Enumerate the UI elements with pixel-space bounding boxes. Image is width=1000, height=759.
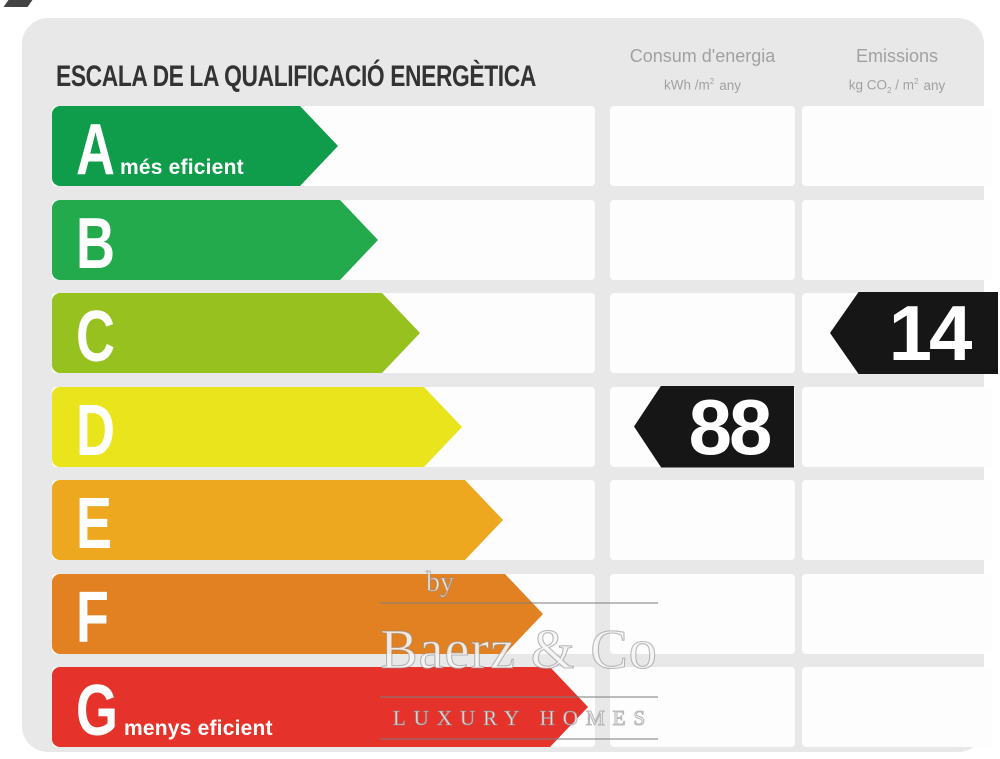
- emissions-cell: [802, 386, 992, 467]
- rating-row: G menys eficient: [22, 667, 1000, 751]
- unit-superscript: 2: [709, 77, 715, 86]
- rating-arrow-F: F: [52, 573, 543, 658]
- rating-note: més eficient: [120, 156, 244, 179]
- rating-arrow-A: A més eficient: [52, 106, 338, 190]
- rating-arrow-G: G menys eficient: [52, 667, 588, 751]
- rating-letter: D: [76, 390, 115, 471]
- rating-letter: E: [76, 484, 113, 564]
- unit-text: any: [923, 77, 946, 93]
- unit-text: kg CO: [848, 77, 887, 93]
- emissions-header-title: Emissions: [855, 46, 939, 66]
- value-number: 88: [688, 382, 773, 471]
- rating-letter: F: [76, 577, 109, 658]
- screen-artifact-mark: [3, 0, 33, 7]
- consum-header-title: Consum d'energia: [629, 46, 776, 66]
- value-arrow-emissions: 14: [830, 292, 998, 374]
- rating-arrow-D: D: [52, 386, 462, 471]
- rating-row: A més eficient: [22, 106, 1000, 190]
- rating-letter: A: [76, 110, 115, 190]
- rating-letter: G: [76, 671, 119, 751]
- consum-column-header: Consum d'energia kWh /m2 any: [610, 46, 795, 93]
- consum-cell: [610, 573, 795, 654]
- value-number: 14: [888, 289, 973, 377]
- watermark-brand-text: Baerz & Co: [380, 618, 658, 681]
- rating-note: menys eficient: [124, 717, 273, 740]
- unit-text: any: [719, 77, 742, 93]
- unit-text: / m: [891, 77, 914, 93]
- consum-cell: [610, 199, 795, 280]
- emissions-cell: [802, 573, 992, 654]
- value-arrow-consum: 88: [634, 382, 794, 471]
- unit-text: kWh /m: [663, 77, 710, 93]
- consum-cell: [610, 667, 795, 747]
- rating-letter: C: [76, 297, 115, 377]
- emissions-cell: [802, 106, 992, 186]
- watermark-rule: [380, 738, 658, 740]
- emissions-cell: [802, 667, 992, 747]
- consum-cell: [610, 480, 795, 560]
- unit-subscript: 2: [886, 86, 892, 96]
- rating-arrow-E: E: [52, 480, 503, 564]
- emissions-cell: [802, 199, 992, 280]
- consum-cell: [610, 293, 795, 373]
- page-title: ESCALA DE LA QUALIFICACIÓ ENERGÈTICA: [56, 60, 536, 93]
- rating-arrow-B: B: [52, 199, 378, 284]
- consum-header-unit: kWh /m2 any: [610, 74, 795, 93]
- watermark-rule: [380, 696, 658, 698]
- emissions-header-unit: kg CO2 / m2 any: [802, 74, 992, 98]
- emissions-cell: [802, 480, 992, 560]
- watermark-tagline-text: LUXURY HOMES: [392, 705, 654, 730]
- baerz-watermark: by Baerz & Co LUXURY HOMES: [380, 564, 658, 740]
- emissions-column-header: Emissions kg CO2 / m2 any: [802, 46, 992, 98]
- unit-superscript: 2: [913, 77, 919, 86]
- rating-row: D: [22, 386, 1000, 471]
- watermark-by-text: by: [425, 566, 454, 598]
- rating-row: F: [22, 573, 1000, 658]
- rating-row: B: [22, 199, 1000, 284]
- rating-arrow-C: C: [52, 293, 420, 377]
- energy-panel: ESCALA DE LA QUALIFICACIÓ ENERGÈTICA Con…: [22, 18, 998, 752]
- rating-letter: B: [76, 203, 115, 284]
- watermark-rule: [380, 602, 658, 604]
- rating-row: E: [22, 480, 1000, 564]
- consum-cell: [610, 106, 795, 186]
